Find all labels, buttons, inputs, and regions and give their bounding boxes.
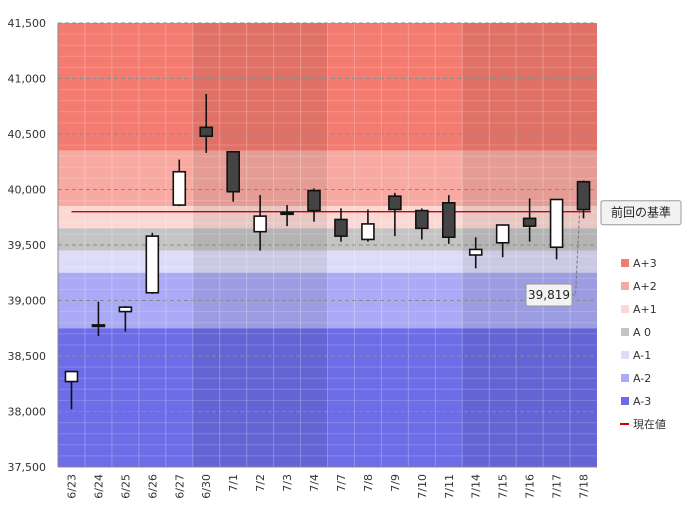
candle-body-7/17 [549, 198, 564, 249]
legend-label: A+3 [633, 257, 657, 270]
x-tick-label: 6/30 [200, 474, 213, 499]
legend-label: A-3 [633, 395, 651, 408]
x-tick-label: 6/25 [119, 474, 132, 499]
x-tick-label: 7/18 [578, 474, 591, 499]
legend-swatch [621, 328, 629, 336]
current-value-label: 39,819 [528, 288, 570, 302]
legend-swatch [621, 374, 629, 382]
y-tick-label: 41,500 [8, 17, 47, 30]
reference-label-box [600, 200, 682, 226]
x-tick-label: 7/3 [281, 474, 294, 492]
legend-label: A+1 [633, 303, 657, 316]
legend-swatch [621, 397, 629, 405]
candle-body-7/3 [280, 212, 294, 216]
legend-swatch [621, 305, 629, 313]
y-tick-label: 39,500 [8, 239, 47, 252]
legend-label: A-2 [633, 372, 651, 385]
candle-body-6/24 [91, 324, 106, 328]
candle-body-7/15 [495, 224, 510, 244]
candle-body-7/16 [522, 217, 537, 227]
x-tick-label: 6/24 [92, 474, 105, 499]
y-tick-label: 38,500 [8, 350, 47, 363]
candle-body-6/26 [145, 235, 160, 294]
x-tick-label: 7/4 [308, 474, 321, 492]
y-tick-label: 41,000 [8, 73, 47, 86]
x-tick-label: 7/2 [254, 474, 267, 492]
x-tick-label: 7/8 [362, 474, 375, 492]
x-tick-label: 7/1 [227, 474, 240, 492]
candle-body-6/27 [172, 170, 187, 206]
y-tick-label: 39,000 [8, 295, 47, 308]
x-tick-label: 7/15 [497, 474, 510, 499]
band-1 [58, 150, 597, 207]
candle-body-7/11 [441, 202, 456, 239]
reference-label: 前回の基準 [611, 205, 671, 220]
legend-swatch [621, 351, 629, 359]
y-tick-label: 38,000 [8, 406, 47, 419]
x-tick-label: 6/27 [173, 474, 186, 499]
gridlines [58, 22, 597, 468]
candle-body-7/14 [468, 248, 483, 256]
x-tick-label: 7/9 [389, 474, 402, 492]
candle-body-7/1 [226, 150, 240, 193]
axes: 37,500 38,000 38,500 39,000 39,500 40,000 40,5… [8, 17, 597, 499]
legend: A+3 A+2 A+1 A 0 A-1 A-2 A-3 現在値 [620, 257, 666, 431]
legend-label: 現在値 [633, 418, 666, 431]
band-4 [58, 250, 597, 273]
candle-body-6/25 [118, 306, 133, 313]
current-value-leader [572, 212, 581, 296]
candle-body-7/18 [576, 180, 591, 211]
candles [64, 94, 591, 410]
candle-body-7/8 [361, 223, 375, 241]
callouts: 前回の基準 39,819 [525, 200, 682, 307]
legend-label: A+2 [633, 280, 657, 293]
legend-swatch [621, 282, 629, 290]
legend-swatch [621, 259, 629, 267]
candle-body-7/4 [307, 189, 321, 212]
candle-body-6/30 [199, 126, 214, 138]
y-tick-label: 40,000 [8, 184, 47, 197]
y-tick-label: 37,500 [8, 461, 47, 474]
y-tick-label: 40,500 [8, 128, 47, 141]
candle-body-6/23 [64, 370, 79, 383]
x-tick-label: 7/11 [443, 474, 456, 499]
x-tick-label: 7/10 [416, 474, 429, 499]
x-tick-label: 7/17 [551, 474, 564, 499]
x-tick-label: 6/26 [146, 474, 159, 499]
candle-body-7/9 [388, 195, 402, 211]
x-tick-label: 7/7 [335, 474, 348, 492]
candle-body-7/2 [253, 215, 267, 233]
band-0 [58, 23, 597, 151]
candle-body-7/10 [415, 209, 429, 230]
legend-label: A 0 [633, 326, 651, 339]
current-value-box [525, 283, 573, 307]
candle-body-7/7 [334, 218, 348, 237]
x-tick-label: 6/23 [65, 474, 78, 499]
x-tick-label: 7/14 [470, 474, 483, 499]
x-tick-label: 7/16 [524, 474, 537, 499]
legend-label: A-1 [633, 349, 651, 362]
band-6 [58, 328, 597, 467]
